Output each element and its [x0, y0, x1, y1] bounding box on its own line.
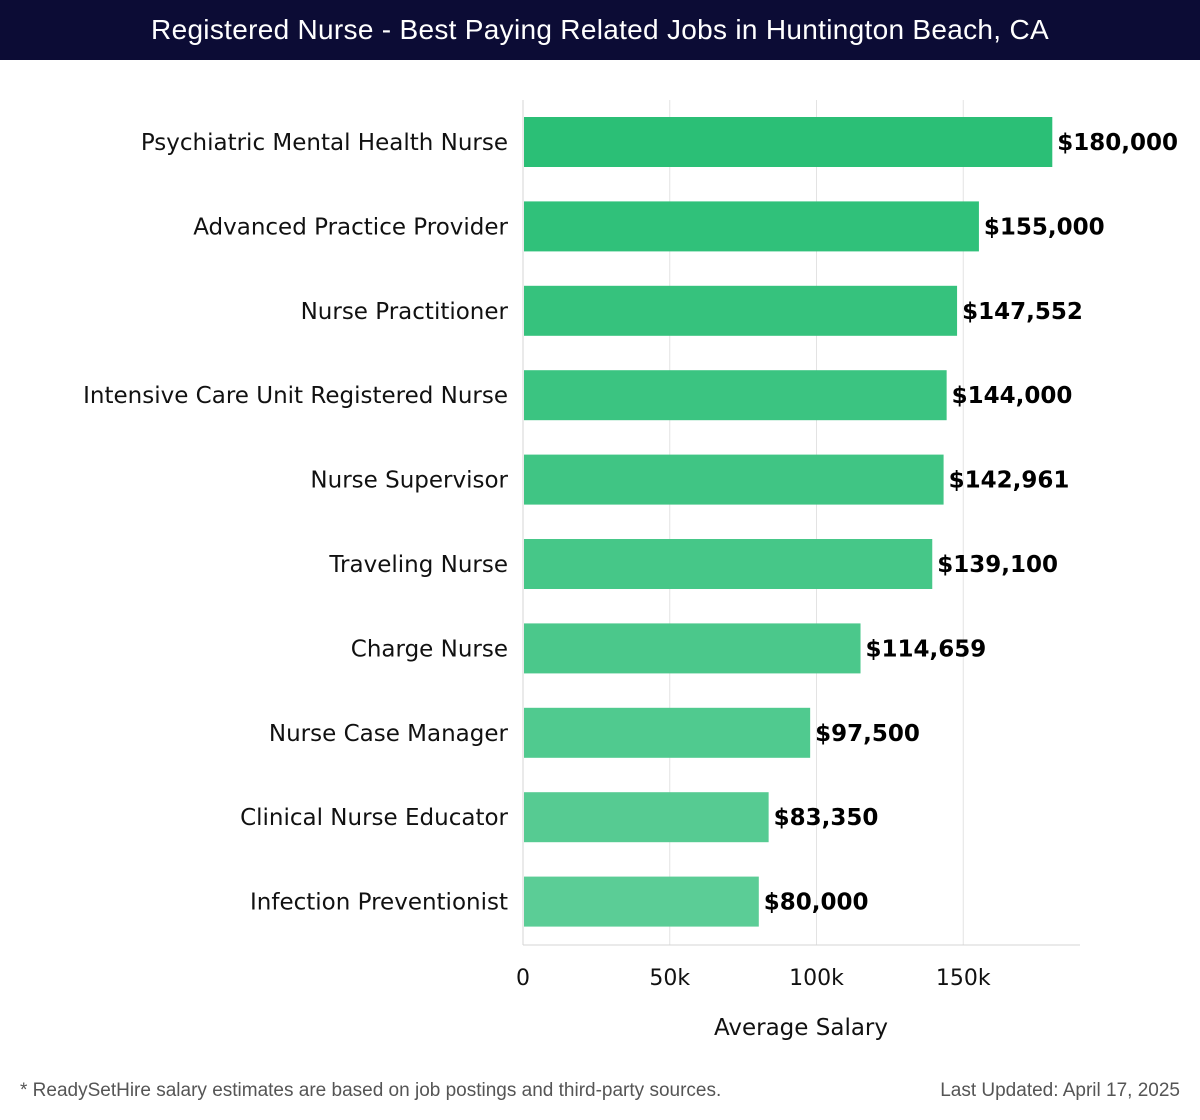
bar [524, 285, 958, 336]
bar-value-label: $80,000 [764, 890, 869, 916]
bar-value-label: $139,100 [937, 552, 1058, 578]
y-category-label: Psychiatric Mental Health Nurse [141, 130, 508, 156]
y-category-label: Infection Preventionist [250, 890, 508, 916]
bars: $180,000 $155,000 $147,552 $144,000 $142,961… [524, 117, 1178, 927]
bar [524, 876, 759, 927]
x-tick-label: 100k [789, 966, 844, 991]
y-category-label: Advanced Practice Provider [193, 214, 508, 240]
last-updated: Last Updated: April 17, 2025 [940, 1080, 1180, 1101]
bar-value-label: $83,350 [774, 805, 879, 831]
bar [524, 117, 1053, 167]
bar-value-label: $144,000 [952, 383, 1073, 409]
y-category-label: Nurse Practitioner [301, 299, 509, 325]
y-category-label: Nurse Supervisor [310, 468, 508, 494]
bar-value-label: $147,552 [962, 299, 1083, 325]
x-tick-label: 50k [649, 966, 690, 991]
x-axis-label: Average Salary [714, 1015, 888, 1041]
y-category-label: Intensive Care Unit Registered Nurse [83, 383, 508, 409]
bar [524, 707, 811, 758]
bar [524, 370, 947, 421]
bar [524, 539, 933, 589]
bar-value-label: $114,659 [866, 636, 987, 662]
bar-chart: $180,000 $155,000 $147,552 $144,000 $142,961… [83, 100, 1178, 1041]
chart-title: Registered Nurse - Best Paying Related J… [151, 14, 1049, 45]
bar [524, 201, 979, 252]
title-bar: Registered Nurse - Best Paying Related J… [0, 0, 1200, 60]
bar [524, 454, 944, 505]
y-category-label: Traveling Nurse [328, 552, 508, 578]
axes: 0 50k 100k 150k Psychiatric Mental Health Nu… [83, 100, 1080, 991]
bar-value-label: $180,000 [1057, 130, 1178, 156]
y-category-label: Clinical Nurse Educator [240, 805, 508, 831]
bar-value-label: $155,000 [984, 214, 1105, 240]
bar-value-label: $97,500 [815, 721, 920, 747]
x-tick-label: 0 [516, 966, 530, 991]
y-category-label: Charge Nurse [351, 636, 508, 662]
bar-value-label: $142,961 [949, 468, 1070, 494]
bar [524, 623, 861, 674]
y-category-label: Nurse Case Manager [269, 721, 509, 747]
footer-note: * ReadySetHire salary estimates are base… [20, 1080, 722, 1101]
x-tick-label: 150k [936, 966, 991, 991]
bar [524, 792, 769, 843]
